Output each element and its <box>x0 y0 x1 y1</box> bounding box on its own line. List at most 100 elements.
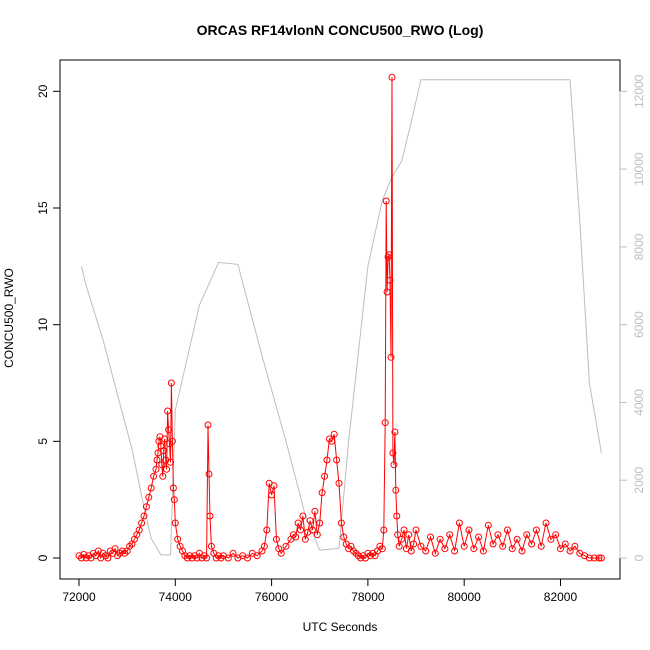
data-point <box>422 547 430 555</box>
y-axis-label: CONCU500_RWO <box>2 268 16 368</box>
concentration-layer <box>75 73 605 562</box>
data-point <box>268 491 276 499</box>
data-point <box>121 549 129 557</box>
data-point <box>277 549 285 557</box>
data-point <box>135 526 143 534</box>
chart-title: ORCAS RF14vlonN CONCU500_RWO (Log) <box>197 22 484 38</box>
data-point <box>126 542 134 550</box>
concentration-line <box>78 77 602 560</box>
data-point <box>229 549 237 557</box>
data-point <box>387 353 395 361</box>
y2-tick-label: 10000 <box>632 152 646 186</box>
data-point <box>155 437 163 445</box>
data-point <box>244 554 251 562</box>
data-point <box>484 521 492 529</box>
data-point <box>571 542 579 550</box>
data-point <box>585 554 593 562</box>
data-point <box>270 482 278 490</box>
data-point <box>206 512 214 520</box>
data-point <box>441 545 449 553</box>
data-point <box>299 512 307 520</box>
y-tick-label: 0 <box>36 554 50 561</box>
data-point <box>566 547 574 555</box>
data-point <box>400 526 408 534</box>
data-point <box>475 533 483 541</box>
data-point <box>282 542 290 550</box>
data-point <box>169 484 177 492</box>
data-point <box>75 552 83 560</box>
data-point <box>292 533 300 541</box>
data-point <box>337 519 345 527</box>
data-point <box>311 507 319 515</box>
data-point <box>392 486 400 494</box>
y2-tick-label: 2000 <box>632 467 646 494</box>
data-point <box>528 540 536 548</box>
data-point <box>504 526 511 534</box>
data-point <box>333 456 341 464</box>
data-point <box>523 531 531 539</box>
data-point <box>102 552 109 560</box>
data-point <box>547 535 555 543</box>
data-point <box>212 554 220 562</box>
data-point <box>167 458 174 466</box>
data-point <box>386 276 394 284</box>
data-point <box>465 526 473 534</box>
data-point <box>335 479 343 487</box>
data-point <box>198 554 206 562</box>
data-point <box>552 531 560 539</box>
data-point <box>145 493 153 501</box>
x-tick-label: 72000 <box>62 590 96 604</box>
data-point <box>340 533 348 541</box>
data-point <box>513 535 521 543</box>
data-point <box>325 435 333 443</box>
data-point <box>297 526 304 534</box>
data-point <box>393 512 401 520</box>
data-point <box>537 542 545 550</box>
data-point <box>289 531 297 539</box>
data-point <box>382 197 390 205</box>
data-point <box>390 461 398 469</box>
data-point <box>140 512 148 520</box>
data-point <box>470 545 478 553</box>
data-point <box>118 547 126 555</box>
data-point <box>394 531 402 539</box>
data-point <box>395 542 403 550</box>
data-point <box>116 549 124 557</box>
data-point <box>272 535 280 543</box>
data-point <box>318 489 326 497</box>
data-point <box>154 449 162 457</box>
data-point <box>82 554 90 562</box>
data-point <box>306 517 314 525</box>
data-point <box>207 542 215 550</box>
data-point <box>366 552 374 560</box>
altitude-line <box>80 79 602 556</box>
data-point <box>253 552 261 560</box>
data-point <box>417 542 425 550</box>
data-point <box>451 547 459 555</box>
data-point <box>138 519 146 527</box>
x-axis-label: UTC Seconds <box>303 620 378 634</box>
data-point <box>170 496 178 504</box>
data-point <box>200 552 208 560</box>
data-point <box>328 437 336 445</box>
data-point <box>181 552 189 560</box>
data-point <box>383 288 391 296</box>
data-point <box>427 533 434 541</box>
data-point <box>532 526 540 534</box>
data-point <box>114 552 121 560</box>
data-point <box>301 535 309 543</box>
data-point <box>354 552 362 560</box>
data-point <box>163 465 171 473</box>
x-tick-label: 76000 <box>255 590 289 604</box>
data-point <box>455 519 463 527</box>
data-point <box>407 547 415 555</box>
data-point <box>446 531 454 539</box>
data-point <box>508 545 516 553</box>
data-point <box>595 554 603 562</box>
data-point <box>168 437 176 445</box>
data-point <box>164 407 172 415</box>
data-point <box>479 547 487 555</box>
data-point <box>142 503 150 511</box>
data-point <box>376 542 384 550</box>
